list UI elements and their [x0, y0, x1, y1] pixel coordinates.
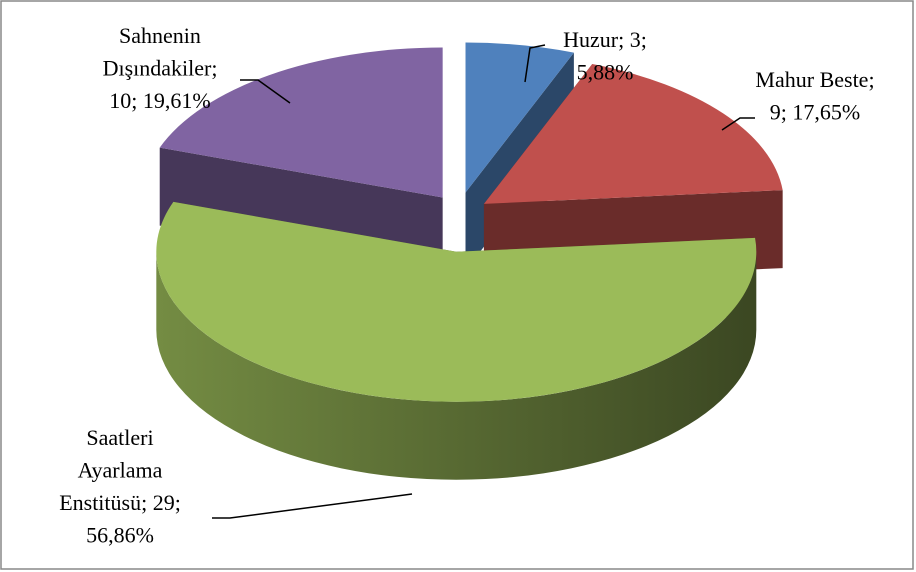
data-label: Saatleri: [86, 425, 153, 450]
leader-line: [212, 493, 413, 519]
leader-line: [240, 79, 291, 104]
data-label: 9; 17,65%: [770, 100, 860, 125]
data-label: Huzur; 3;: [563, 27, 647, 52]
slice-top: [156, 201, 757, 402]
labels: Huzur; 3; 5,88% Mahur Beste; 9; 17,65% Saatl…: [59, 23, 874, 548]
leader-line: [524, 44, 546, 83]
pie: [156, 42, 783, 480]
slice-top: [483, 64, 783, 204]
data-label: 5,88%: [577, 60, 634, 85]
slice: [156, 201, 757, 480]
data-label: Dışındakiler;: [103, 56, 218, 81]
slice-outer-wall: [156, 251, 757, 480]
slice-top: [465, 42, 574, 193]
leader-line: [721, 117, 755, 131]
data-label: Sahnenin: [119, 23, 201, 48]
slice-top: [159, 47, 443, 198]
data-label: 10; 19,61%: [109, 88, 210, 113]
data-label: Ayarlama: [78, 458, 163, 483]
data-label: 56,86%: [86, 523, 154, 548]
data-label: Enstitüsü; 29;: [59, 490, 181, 515]
data-label: Mahur Beste;: [755, 67, 874, 92]
